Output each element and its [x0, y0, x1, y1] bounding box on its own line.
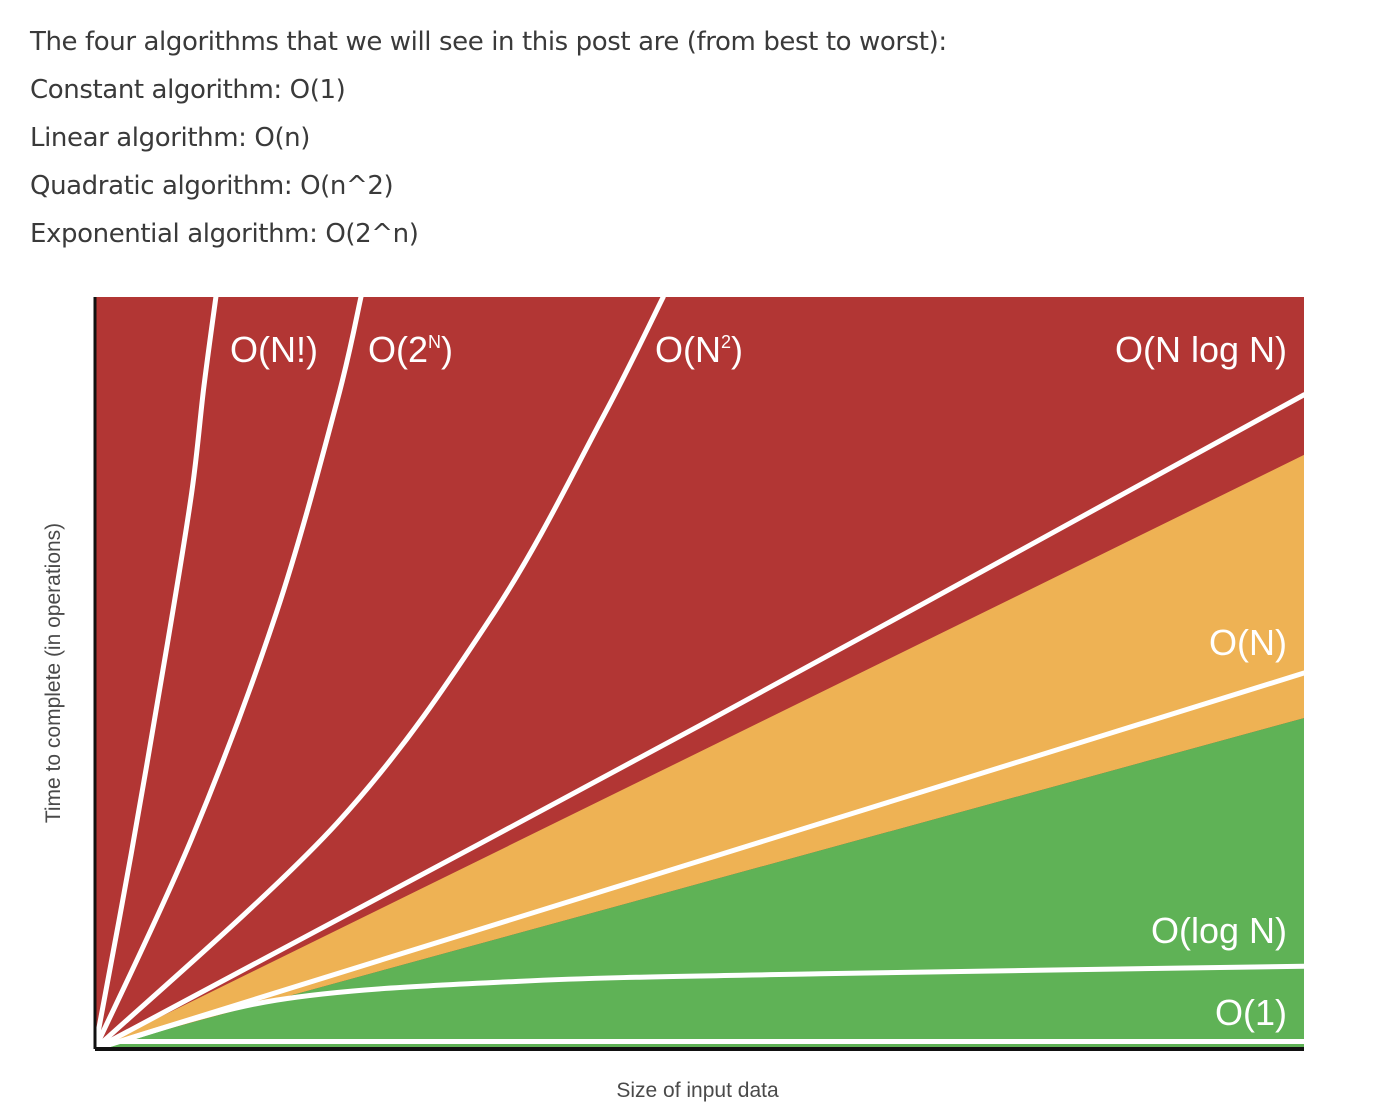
intro-item-constant: Constant algorithm: O(1)	[30, 75, 346, 105]
y-axis-label: Time to complete (in operations)	[42, 523, 65, 823]
curve-o-n	[92, 294, 219, 1052]
x-axis-label: Size of input data	[616, 1079, 779, 1102]
label-o-n: O(N!)	[230, 329, 318, 370]
label-o-n: O(N)	[1209, 622, 1287, 663]
label-o-log-n: O(log N)	[1151, 910, 1287, 951]
curve-o-n-2	[92, 294, 666, 1052]
curve-o-n	[92, 670, 1307, 1052]
zone-fair	[95, 454, 1304, 1049]
intro-text: The four algorithms that we will see in …	[30, 18, 947, 258]
label-o-n-log-n: O(N log N)	[1115, 329, 1287, 370]
label-o-2-n: O(2N)	[368, 329, 453, 370]
intro-item-linear: Linear algorithm: O(n)	[30, 123, 311, 153]
zone-good	[95, 718, 1304, 1049]
intro-item-exponential: Exponential algorithm: O(2^n)	[30, 219, 419, 249]
curve-o-2-n	[92, 294, 364, 1052]
complexity-curves	[92, 294, 1307, 1052]
label-o-n-2: O(N2)	[655, 329, 743, 370]
label-o-1: O(1)	[1215, 992, 1287, 1033]
complexity-zones	[95, 297, 1304, 1049]
intro-item-quadratic: Quadratic algorithm: O(n^2)	[30, 171, 394, 201]
curve-labels: O(N!) O(2N) O(N2) O(N log N) O(N) O(log N) O(1…	[230, 329, 1287, 1033]
curve-o-log-n	[92, 963, 1307, 1052]
intro-heading: The four algorithms that we will see in …	[30, 27, 947, 57]
curve-o-n-log-n	[92, 392, 1307, 1052]
